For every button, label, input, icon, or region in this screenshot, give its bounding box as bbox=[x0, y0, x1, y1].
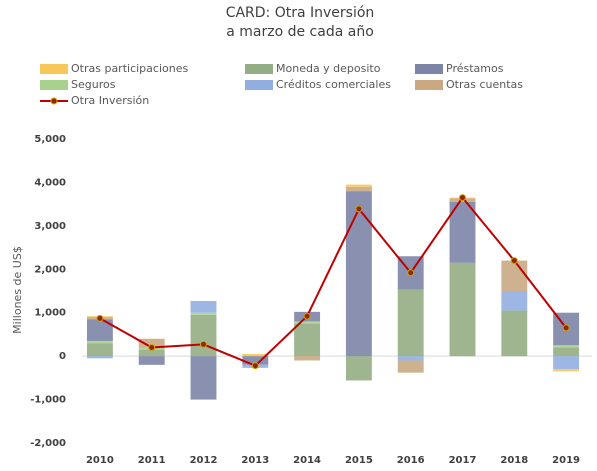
line-marker bbox=[251, 362, 259, 370]
bar-segment bbox=[190, 314, 217, 357]
y-tick-label: 2,000 bbox=[34, 264, 66, 275]
bar-segment bbox=[345, 191, 372, 357]
x-tick-label: 2015 bbox=[345, 455, 373, 466]
bar-segment bbox=[501, 260, 528, 291]
bar-segment bbox=[397, 356, 424, 361]
legend-marker bbox=[50, 97, 58, 105]
line-marker bbox=[303, 312, 311, 320]
bar-segment bbox=[86, 319, 113, 341]
bar-segment bbox=[345, 356, 372, 381]
x-tick-label: 2017 bbox=[449, 455, 477, 466]
bar-segment bbox=[553, 345, 580, 348]
line-marker bbox=[459, 194, 466, 202]
y-tick-label: 5,000 bbox=[34, 134, 66, 145]
x-tick-label: 2013 bbox=[241, 455, 269, 466]
legend-label: Créditos comerciales bbox=[276, 78, 391, 91]
bar-segment bbox=[86, 340, 113, 344]
bar-segment bbox=[294, 323, 321, 357]
bar-segment bbox=[449, 262, 476, 357]
bar-segment bbox=[190, 300, 217, 313]
x-tick-label: 2018 bbox=[500, 455, 528, 466]
y-tick-label: -1,000 bbox=[30, 395, 66, 406]
line-marker bbox=[407, 269, 415, 277]
y-tick-label: 3,000 bbox=[34, 221, 66, 232]
bar-segment bbox=[190, 356, 217, 400]
legend-label: Otras cuentas bbox=[446, 78, 523, 91]
x-tick-label: 2014 bbox=[293, 455, 321, 466]
legend-label: Moneda y deposito bbox=[276, 62, 381, 75]
line-marker bbox=[510, 257, 518, 265]
y-tick-label: -2,000 bbox=[30, 438, 66, 449]
bar-segment bbox=[553, 347, 580, 357]
bar-segment bbox=[190, 312, 217, 315]
bar-segment bbox=[242, 353, 269, 357]
bar-segment bbox=[345, 186, 372, 192]
bar-segment bbox=[294, 321, 321, 324]
bar-segment bbox=[553, 356, 580, 370]
line-marker bbox=[148, 343, 156, 351]
bar-segment bbox=[449, 201, 476, 263]
y-tick-label: 4,000 bbox=[34, 177, 66, 188]
bar-segment bbox=[86, 343, 113, 357]
bar-segment bbox=[86, 356, 113, 359]
bar-segment bbox=[242, 356, 269, 365]
y-axis-label: Millones de US$ bbox=[11, 246, 24, 334]
line-marker bbox=[562, 324, 570, 332]
bar-segment bbox=[294, 356, 321, 361]
legend-label: Préstamos bbox=[446, 62, 504, 75]
line-marker bbox=[200, 340, 207, 348]
legend-swatch bbox=[245, 80, 273, 90]
bar-segment bbox=[138, 338, 165, 348]
bar-segment bbox=[345, 184, 372, 187]
bar-segment bbox=[501, 310, 528, 357]
x-tick-label: 2010 bbox=[86, 455, 114, 466]
bar-segment bbox=[397, 289, 424, 357]
legend-swatch bbox=[40, 64, 68, 74]
y-tick-label: 0 bbox=[59, 351, 66, 362]
legend-swatch bbox=[415, 64, 443, 74]
legend-swatch bbox=[245, 64, 273, 74]
chart-title: CARD: Otra Inversión bbox=[226, 5, 375, 21]
legend-label: Otra Inversión bbox=[71, 94, 149, 107]
chart-subtitle: a marzo de cada año bbox=[226, 24, 374, 40]
legend-label: Otras participaciones bbox=[71, 62, 188, 75]
x-tick-label: 2016 bbox=[397, 455, 425, 466]
bar-segment bbox=[553, 369, 580, 372]
x-tick-label: 2019 bbox=[552, 455, 580, 466]
legend-swatch bbox=[40, 80, 68, 90]
bar-segment bbox=[138, 356, 165, 365]
bar-segment bbox=[138, 349, 165, 357]
bar-segment bbox=[501, 291, 528, 311]
line-marker bbox=[355, 205, 363, 213]
legend-swatch bbox=[415, 80, 443, 90]
line-marker bbox=[96, 314, 104, 322]
y-tick-label: 1,000 bbox=[34, 308, 66, 319]
x-tick-label: 2012 bbox=[190, 455, 218, 466]
x-tick-label: 2011 bbox=[138, 455, 166, 466]
line bbox=[99, 195, 567, 367]
bar-segment bbox=[397, 360, 424, 373]
legend-label: Seguros bbox=[71, 78, 116, 91]
